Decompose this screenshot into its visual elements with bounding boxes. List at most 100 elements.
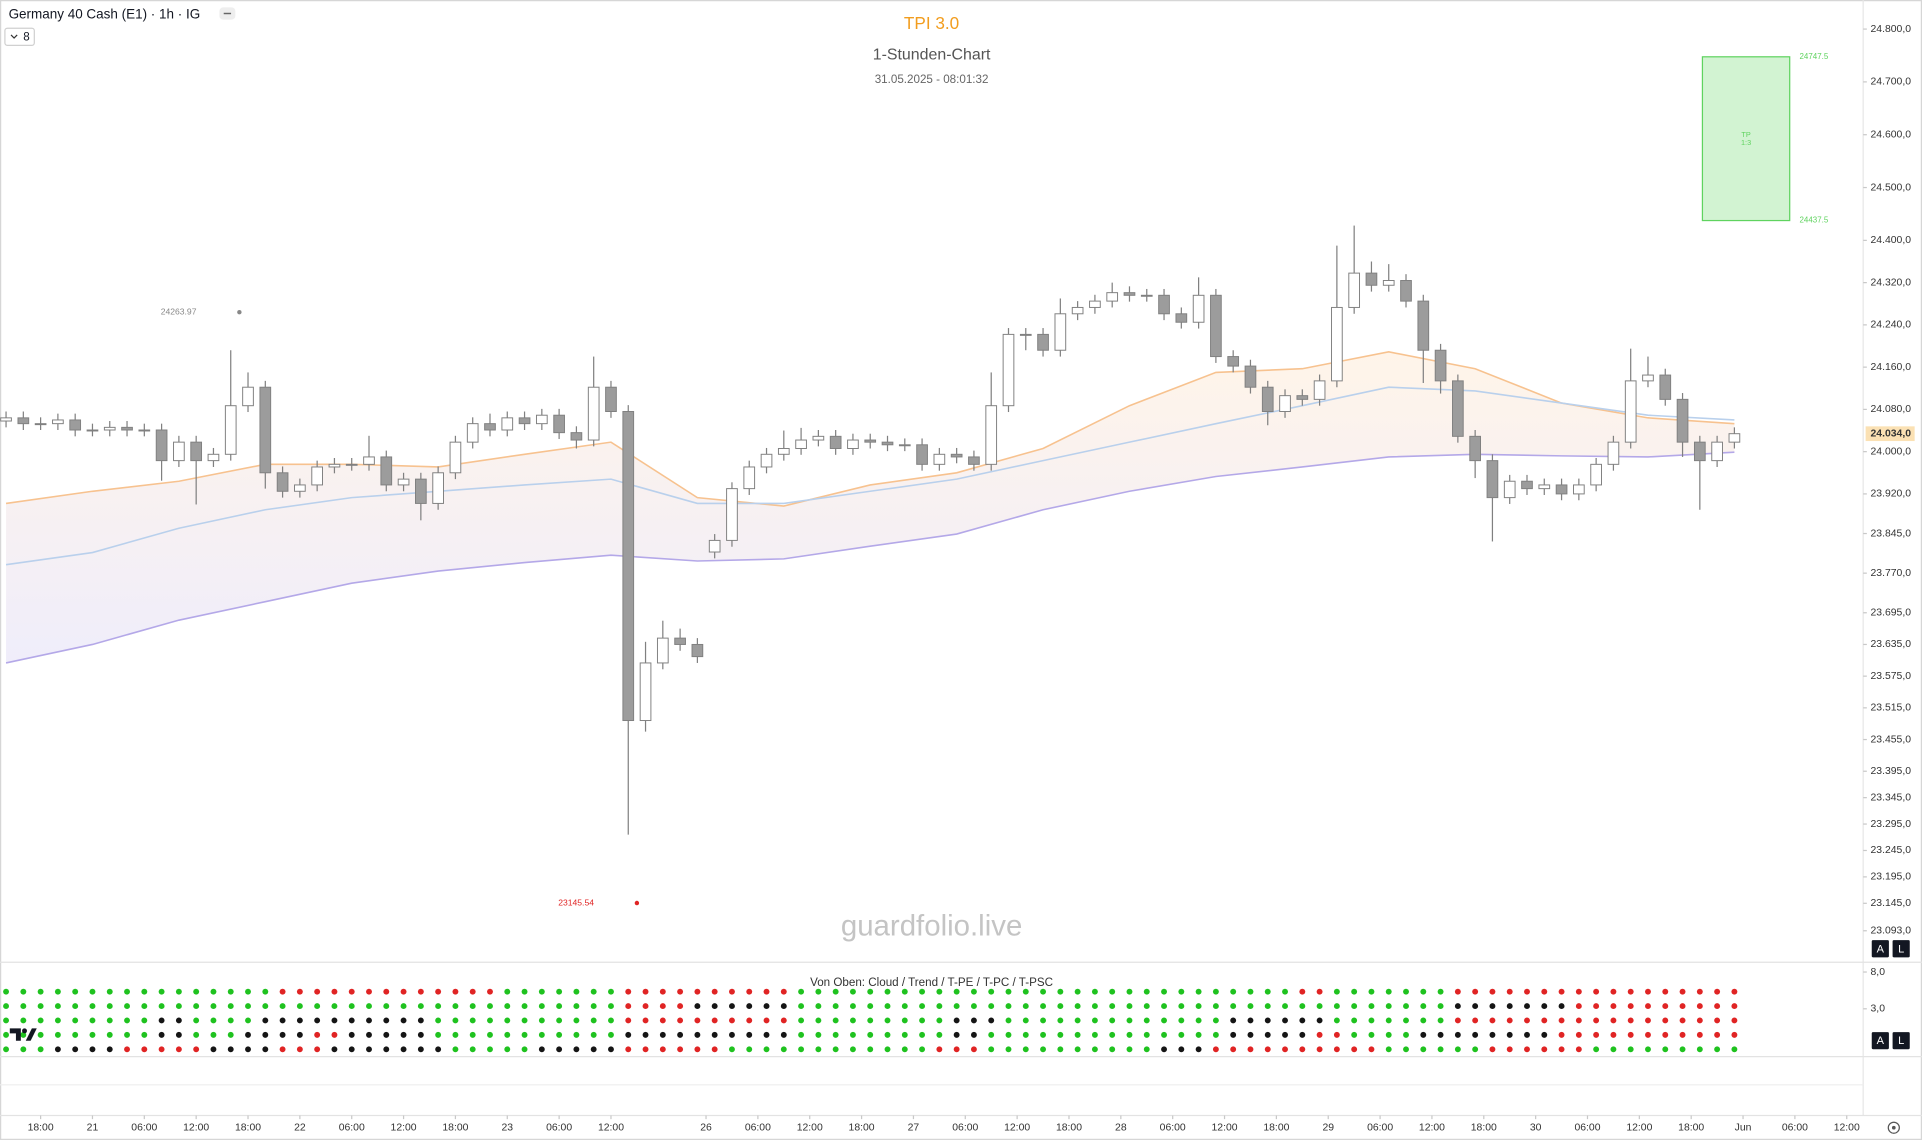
logo-part [25,1028,37,1041]
candle-body [1624,380,1637,443]
state-dot [296,1046,303,1053]
state-dot [1696,1003,1703,1010]
state-dot [780,1017,787,1024]
log-scale-button[interactable] [1892,1032,1910,1050]
x-tick-label: 21 [87,1122,99,1133]
state-dot [366,1017,372,1024]
state-dot [1247,1046,1254,1053]
state-dot [383,1046,390,1053]
y-tick-label: 23.515,0 [1871,703,1912,714]
state-dot [1230,1017,1237,1024]
state-dot [1575,1003,1582,1010]
state-dot [1454,1017,1461,1024]
candle-body [69,419,82,431]
state-dot [1558,1031,1565,1038]
state-dot [1696,1046,1703,1053]
y-tick-label: 23.770,0 [1871,568,1912,579]
candle-body [1089,300,1101,308]
state-dot [1161,988,1167,995]
candle-body [1434,349,1447,382]
state-dot [780,1031,787,1038]
interval-input[interactable] [4,27,35,46]
state-dot [417,1003,424,1010]
state-dot [435,1046,442,1053]
state-dot [504,1017,511,1024]
state-dot [504,1031,511,1038]
x-tick-label: 06:00 [745,1122,771,1133]
state-dot [1316,1046,1323,1053]
state-dot [54,988,61,995]
candle-body [86,429,99,432]
candle-body [898,444,911,447]
state-dot [798,1017,805,1024]
state-dot [1403,1031,1409,1038]
state-dot [3,1003,9,1010]
state-dot [1143,1031,1150,1038]
state-dot [1091,1017,1098,1024]
state-dot [37,1003,44,1010]
state-dot [72,1017,79,1024]
x-tick-label: 12:00 [1626,1122,1652,1133]
state-dot [746,1003,753,1010]
state-dot [106,988,113,995]
y-tick-label: 8,0 [1871,967,1886,978]
state-dot [1282,1031,1288,1038]
auto-scale-button[interactable] [1871,940,1889,958]
state-dot [1057,1003,1064,1010]
state-dot [832,1031,839,1038]
state-dot [1472,988,1479,995]
y-tick-label: 23.920,0 [1871,489,1912,500]
state-dot [867,988,874,995]
state-dot [1299,1031,1306,1038]
state-dot [487,1031,493,1038]
state-dot [1506,1003,1513,1010]
state-dot [1212,988,1219,995]
state-dot [331,1017,338,1024]
state-dot [1610,1003,1617,1010]
state-dot [1593,1003,1600,1010]
state-dot [1040,1031,1047,1038]
state-dot [815,988,822,995]
state-dot [158,1046,165,1053]
state-dot [763,988,770,995]
state-dot [763,1017,770,1024]
state-dot [763,1046,770,1053]
x-tick-label: Jun [1735,1122,1752,1133]
tradingview-logo[interactable] [9,1028,37,1041]
settings-icon[interactable] [1887,1121,1900,1134]
state-dot [37,1017,44,1024]
candle-body [1538,484,1551,490]
state-dot [262,1003,269,1010]
log-scale-button[interactable] [1892,940,1910,958]
state-dot [1454,1031,1461,1038]
state-dot [659,1031,666,1038]
price-marker-label: 23145.54 [558,897,594,907]
state-dot [1282,988,1288,995]
state-dot [1074,1046,1081,1053]
candle-body [622,411,635,722]
state-dot [1714,1017,1721,1024]
state-dot [1420,1003,1427,1010]
state-dot [780,1046,787,1053]
state-dot [383,988,390,995]
state-dot [1524,988,1530,995]
state-dot [210,1017,217,1024]
state-dot [348,1031,355,1038]
state-dot [331,1003,338,1010]
chart-subtitle: 1-Stunden-Chart [873,46,991,63]
candle-body [950,453,963,458]
candle-body [1123,292,1136,296]
candle-body [691,643,704,658]
state-dot [1679,1031,1686,1038]
state-dot [1299,1017,1306,1024]
state-dot [400,1031,407,1038]
state-dot [608,1017,614,1024]
state-dot [1230,1031,1237,1038]
candle-body [605,386,617,413]
candle-body [535,414,548,425]
state-dot [400,1003,407,1010]
state-dot [1662,1003,1669,1010]
state-dot [262,988,269,995]
auto-scale-button[interactable] [1871,1032,1889,1050]
x-tick-label: 12:00 [183,1122,209,1133]
